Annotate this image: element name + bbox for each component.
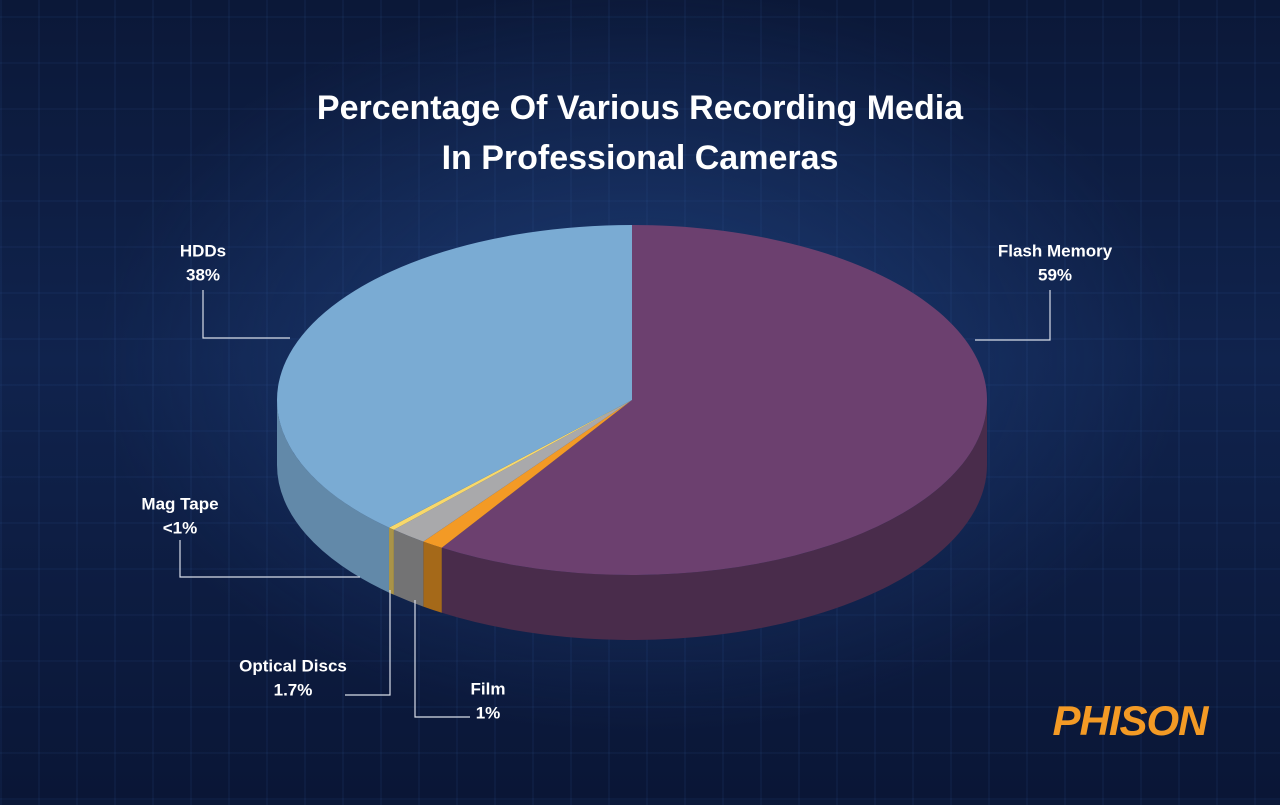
value-label: 59% <box>1038 265 1072 284</box>
category-label: Optical Discs <box>239 656 347 675</box>
slice <box>276 225 632 528</box>
leader-line <box>345 590 391 696</box>
category-label: Film <box>471 679 506 698</box>
logo: PHISON <box>1052 697 1210 744</box>
slice <box>393 400 632 542</box>
chart-title: In Professional Cameras <box>442 139 839 177</box>
category-label: Mag Tape <box>141 494 218 513</box>
slice-side <box>277 400 389 593</box>
chart-title: Percentage Of Various Recording Media <box>317 89 964 127</box>
pie-sides <box>277 400 987 640</box>
value-label: <1% <box>163 518 198 537</box>
value-label: 38% <box>186 265 220 284</box>
category-label: HDDs <box>180 241 226 260</box>
slice <box>423 400 632 548</box>
slice-side <box>423 541 442 613</box>
pie-tops <box>276 225 987 575</box>
slice-side <box>393 529 424 607</box>
leader-line <box>202 290 290 339</box>
leader-line <box>179 540 360 578</box>
category-label: Flash Memory <box>998 241 1113 260</box>
leader-line <box>975 290 1051 341</box>
labels: Flash Memory 59% Film 1% Optical Discs 1.7% Ma… <box>141 241 1112 722</box>
leader-line <box>414 600 470 718</box>
slice-side <box>441 400 987 640</box>
value-label: 1% <box>476 703 501 722</box>
slice <box>388 400 632 530</box>
slice <box>441 225 987 575</box>
value-label: 1.7% <box>274 680 313 699</box>
slice-side <box>388 527 394 595</box>
